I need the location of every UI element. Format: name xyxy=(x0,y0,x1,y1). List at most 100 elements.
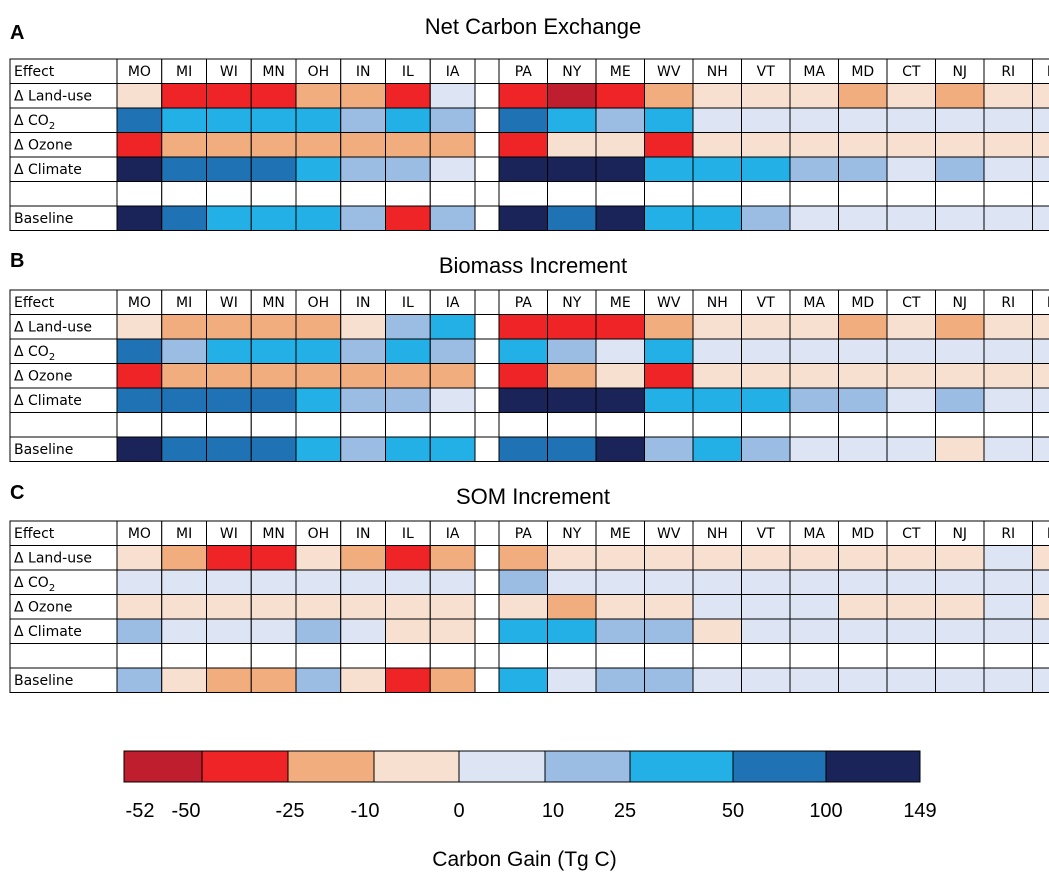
heatmap-cell xyxy=(206,412,252,438)
heatmap-cell xyxy=(741,412,791,438)
heatmap-cell xyxy=(547,83,597,109)
heatmap-cell xyxy=(595,338,645,364)
heatmap-cell xyxy=(983,132,1033,158)
row-label: Δ Climate xyxy=(14,393,82,409)
legend-tick-label: 10 xyxy=(541,800,565,822)
legend-swatch xyxy=(123,750,203,783)
heatmap-cell xyxy=(886,436,936,462)
heatmap-cell xyxy=(250,132,297,158)
heatmap-cell xyxy=(1032,132,1049,158)
heatmap-cell xyxy=(983,156,1033,182)
heatmap-cell xyxy=(838,387,888,413)
heatmap-cell xyxy=(886,132,936,158)
heatmap-cell xyxy=(983,314,1033,340)
heatmap-cell xyxy=(340,83,386,109)
heatmap-cell xyxy=(385,363,431,389)
column-label-mn: MN xyxy=(262,526,285,542)
heatmap-cell xyxy=(692,667,742,693)
heatmap-cell xyxy=(983,181,1033,207)
legend-swatch xyxy=(544,750,631,783)
heatmap-cell xyxy=(161,314,207,340)
heatmap-cell xyxy=(250,569,297,595)
header-effect-label: Effect xyxy=(14,64,55,80)
row-label-cell xyxy=(9,338,118,364)
heatmap-cell xyxy=(838,569,888,595)
heatmap-cell xyxy=(295,436,342,462)
heatmap-cell xyxy=(644,132,694,158)
column-label-vt: VT xyxy=(757,526,776,542)
heatmap-cell xyxy=(250,181,297,207)
heatmap-cell xyxy=(886,387,936,413)
heatmap-cell xyxy=(886,181,936,207)
column-label-mo: MO xyxy=(128,64,151,80)
heatmap-cell xyxy=(340,643,386,669)
heatmap-cell xyxy=(935,156,985,182)
heatmap-cell xyxy=(295,181,342,207)
row-label-cell xyxy=(9,412,118,438)
heatmap-cell xyxy=(935,363,985,389)
heatmap-cell xyxy=(206,107,252,133)
heatmap-cell xyxy=(983,338,1033,364)
heatmap-cell xyxy=(644,667,694,693)
heatmap-cell xyxy=(429,569,476,595)
row-label-cell xyxy=(9,667,118,693)
heatmap-cell xyxy=(340,667,386,693)
heatmap-cell xyxy=(116,667,163,693)
column-label-nh: NH xyxy=(707,64,728,80)
heatmap-cell xyxy=(340,545,386,571)
heatmap-cell xyxy=(644,387,694,413)
legend-tick-label: 0 xyxy=(453,800,465,822)
heatmap-cell xyxy=(741,107,791,133)
heatmap-cell xyxy=(116,132,163,158)
heatmap-cell xyxy=(547,643,597,669)
heatmap-cell xyxy=(547,569,597,595)
heatmap-cell xyxy=(250,643,297,669)
heatmap-cell xyxy=(741,618,791,644)
heatmap-cell xyxy=(250,156,297,182)
heatmap-cell xyxy=(340,314,386,340)
heatmap-cell xyxy=(429,338,476,364)
heatmap-cell xyxy=(983,83,1033,109)
heatmap-cell xyxy=(206,594,252,620)
heatmap-cell xyxy=(498,667,548,693)
heatmap-cell xyxy=(116,107,163,133)
heatmap-cell xyxy=(498,363,548,389)
column-label-ny: NY xyxy=(562,295,581,311)
heatmap-cell xyxy=(429,387,476,413)
heatmap-cell xyxy=(644,594,694,620)
heatmap-cell xyxy=(474,412,500,438)
heatmap-cell xyxy=(547,412,597,438)
panel-letter-a: A xyxy=(10,22,25,44)
heatmap-cell xyxy=(741,132,791,158)
heatmap-cell xyxy=(789,107,839,133)
heatmap-cell xyxy=(474,545,500,571)
heatmap-cell xyxy=(161,181,207,207)
heatmap-cell xyxy=(644,205,694,231)
heatmap-cell xyxy=(741,338,791,364)
heatmap-cell xyxy=(595,132,645,158)
panel-title-c: SOM Increment xyxy=(455,484,611,509)
row-label-cell xyxy=(9,545,118,571)
heatmap-cell xyxy=(340,205,386,231)
column-header-cell xyxy=(161,520,207,546)
heatmap-cell xyxy=(692,412,742,438)
heatmap-cell xyxy=(206,643,252,669)
heatmap-cell xyxy=(474,338,500,364)
heatmap-cell xyxy=(692,363,742,389)
heatmap-cell xyxy=(295,338,342,364)
column-label-wi: WI xyxy=(220,64,238,80)
heatmap-cell xyxy=(385,643,431,669)
heatmap-cell xyxy=(838,363,888,389)
heatmap-cell xyxy=(547,594,597,620)
heatmap-cell xyxy=(935,594,985,620)
heatmap-cell xyxy=(116,618,163,644)
heatmap-cell xyxy=(295,132,342,158)
heatmap-cell xyxy=(886,594,936,620)
row-label-cell xyxy=(9,387,118,413)
heatmap-cell xyxy=(1032,594,1049,620)
heatmap-cell xyxy=(116,181,163,207)
heatmap-cell xyxy=(498,643,548,669)
heatmap-cell xyxy=(429,594,476,620)
heatmap-cell xyxy=(935,338,985,364)
heatmap-cell xyxy=(385,412,431,438)
